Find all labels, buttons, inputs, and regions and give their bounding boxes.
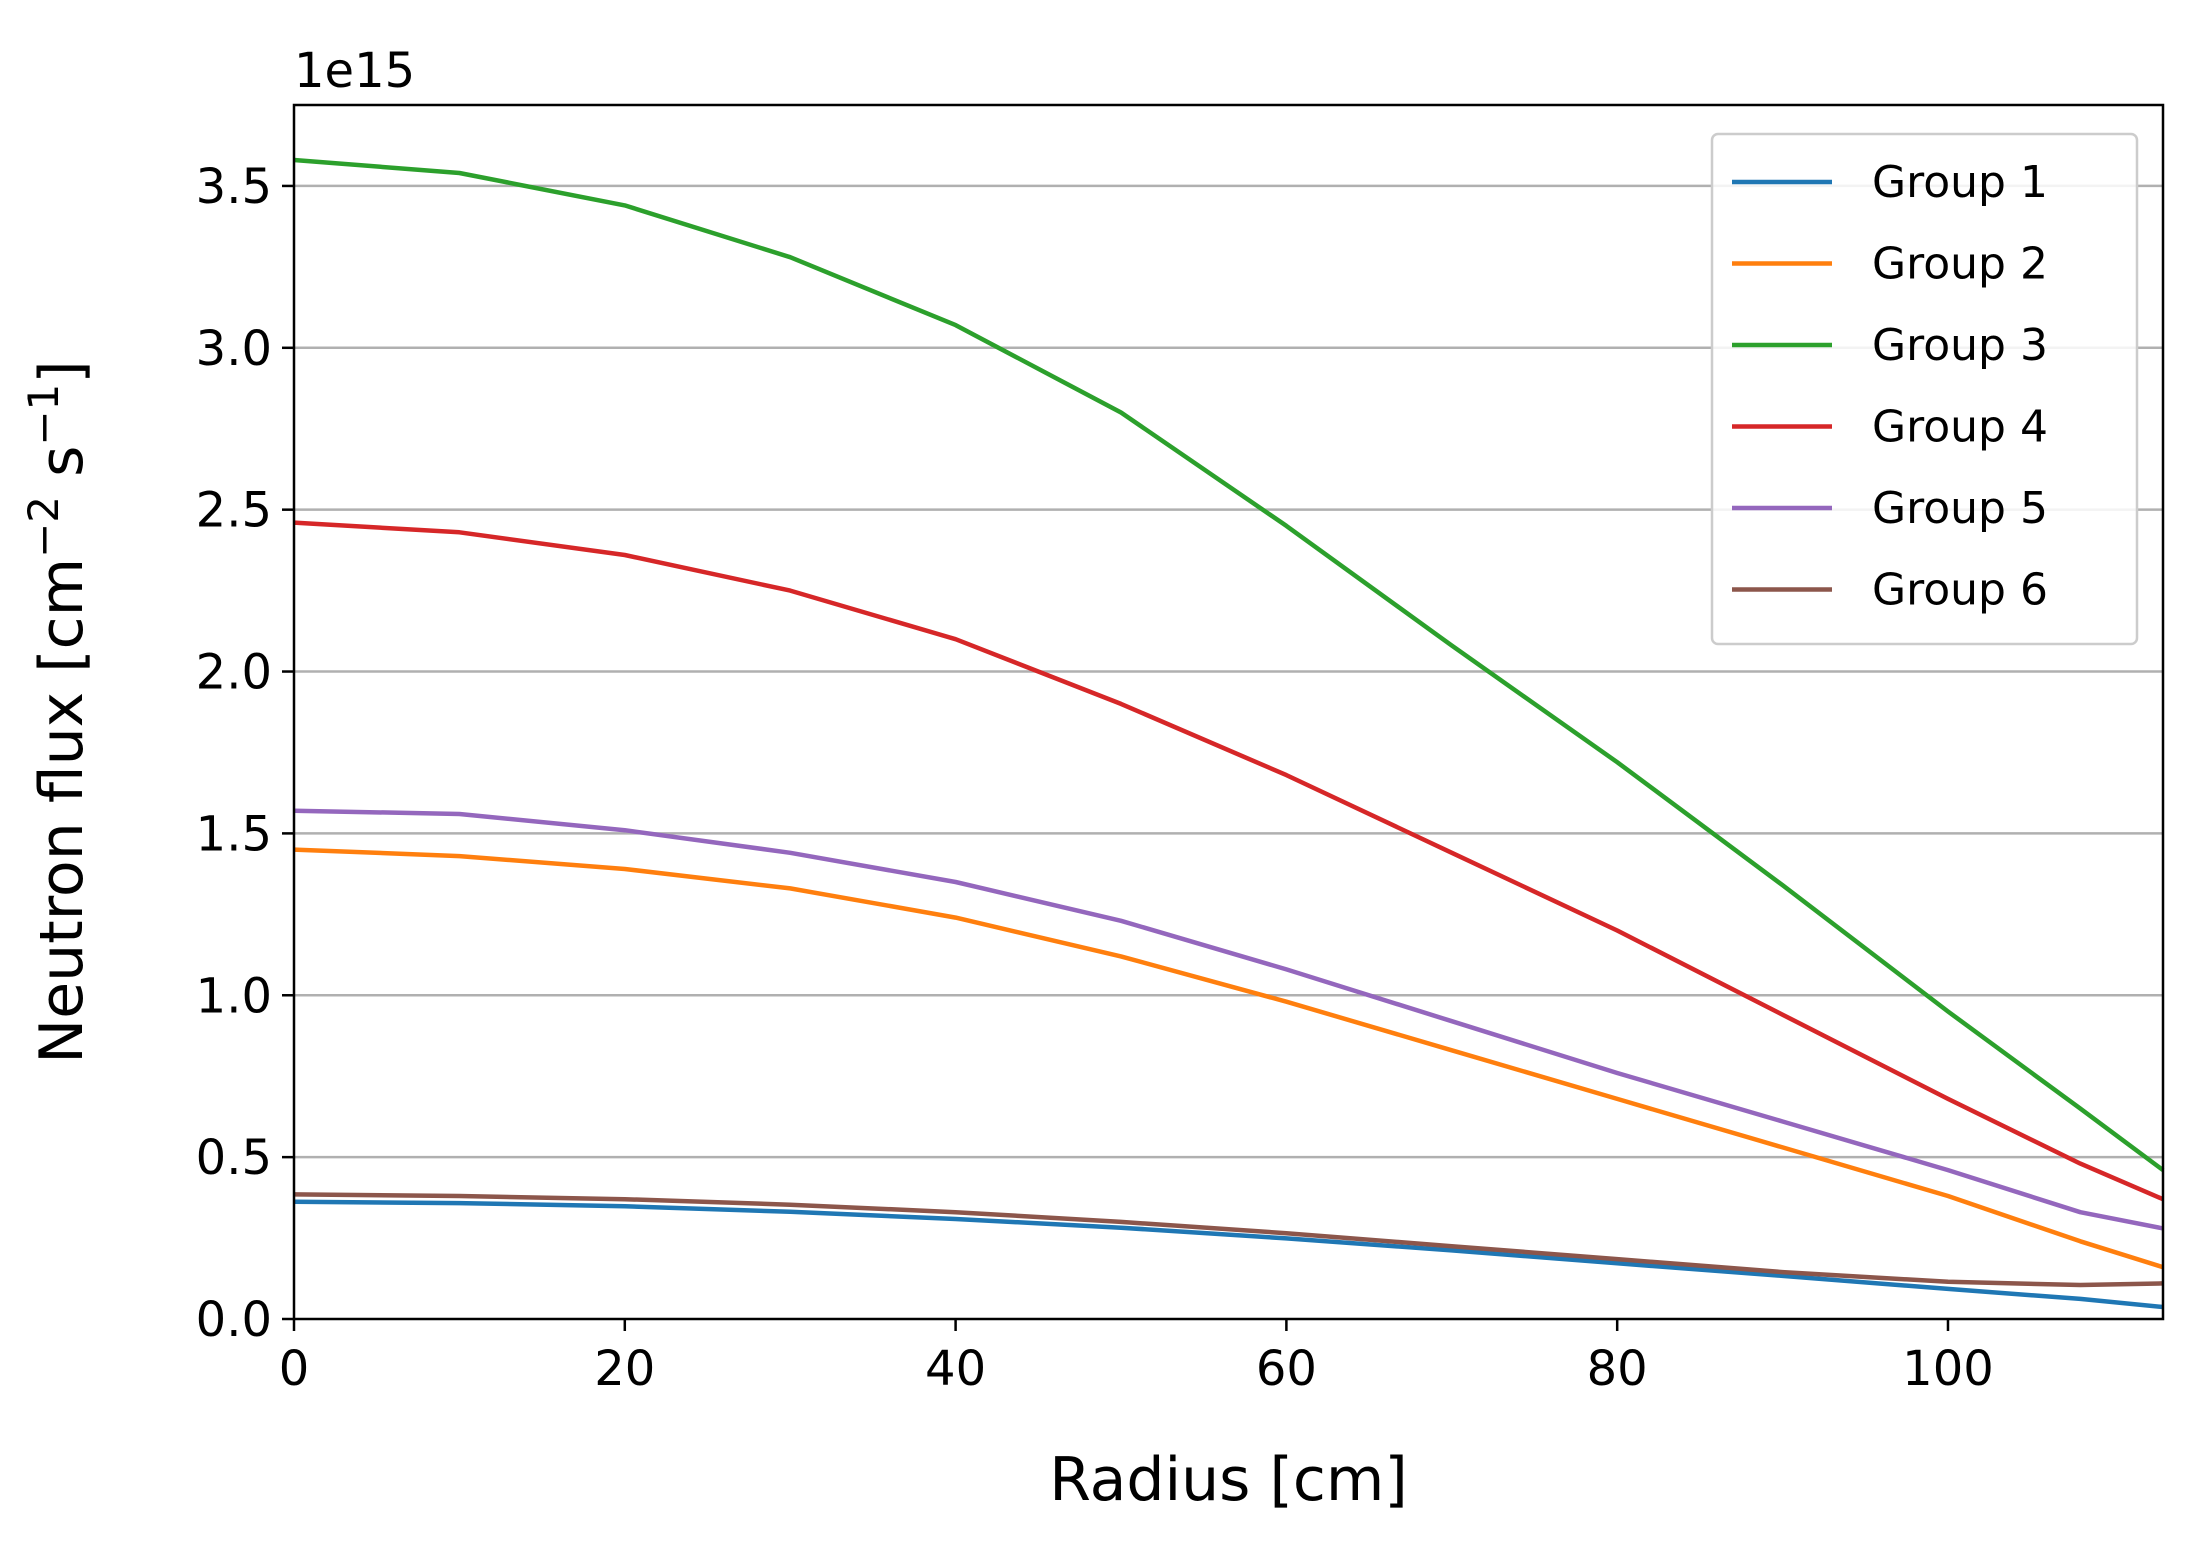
axis-ticks: 0 20 40 60 80 100 0.0 0.5 1.0 1.5 2.0 2.5 3.0 3.5 bbox=[196, 159, 1994, 1397]
legend-label-group-4: Group 4 bbox=[1872, 402, 2048, 453]
y-tick-label: 2.5 bbox=[196, 483, 272, 539]
series-line-group-1 bbox=[293, 1199, 2164, 1310]
y-tick-label: 3.0 bbox=[196, 321, 272, 377]
x-tick-label: 60 bbox=[1256, 1341, 1317, 1397]
y-axis-label-exp2: −1 bbox=[19, 384, 68, 446]
series-line-group-4 bbox=[293, 520, 2164, 1202]
x-tick-label: 40 bbox=[925, 1341, 986, 1397]
y-tick-label: 2.0 bbox=[196, 645, 272, 701]
series-line-group-3 bbox=[293, 157, 2165, 1172]
y-tick-label: 3.5 bbox=[196, 159, 272, 215]
legend-items: Group 1 Group 2 Group 3 Group 4 Group 5 Group… bbox=[1732, 157, 2048, 616]
legend-label-group-2: Group 2 bbox=[1872, 239, 2048, 290]
series-lines bbox=[293, 157, 2165, 1310]
y-axis-label-exp1: −2 bbox=[19, 496, 68, 558]
y-axis-label: Neutron flux [cm−2 s−1] bbox=[19, 360, 97, 1063]
legend: Group 1 Group 2 Group 3 Group 4 Group 5 Group… bbox=[1710, 132, 2139, 646]
legend-label-group-1: Group 1 bbox=[1872, 157, 2048, 208]
y-axis-label-base: Neutron flux [cm bbox=[27, 558, 97, 1064]
legend-label-group-5: Group 5 bbox=[1872, 483, 2048, 534]
plot-frame bbox=[292, 103, 2165, 1321]
y-tick-label: 0.0 bbox=[196, 1292, 272, 1348]
y-tick-label: 0.5 bbox=[196, 1130, 272, 1186]
legend-label-group-6: Group 6 bbox=[1872, 565, 2048, 616]
grid-lines bbox=[294, 184, 2163, 1159]
series-line-group-2 bbox=[293, 847, 2164, 1270]
x-tick-label: 80 bbox=[1587, 1341, 1648, 1397]
y-offset-label: 1e15 bbox=[294, 43, 415, 99]
x-tick-label: 100 bbox=[1902, 1341, 1994, 1397]
series-line-group-5 bbox=[293, 808, 2164, 1231]
series-line-group-6 bbox=[293, 1192, 2164, 1288]
legend-label-group-3: Group 3 bbox=[1872, 320, 2048, 371]
x-axis-label: Radius [cm] bbox=[1049, 1445, 1408, 1515]
y-tick-label: 1.5 bbox=[196, 806, 272, 862]
x-tick-label: 0 bbox=[279, 1341, 310, 1397]
y-axis-label-end: ] bbox=[27, 360, 97, 383]
y-tick-label: 1.0 bbox=[196, 968, 272, 1024]
x-tick-label: 20 bbox=[594, 1341, 655, 1397]
y-axis-label-mid: s bbox=[27, 446, 97, 496]
